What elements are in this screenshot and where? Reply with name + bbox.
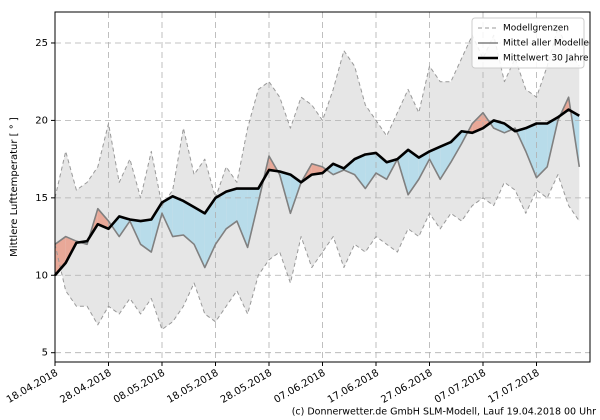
- model-lower-line: [54, 174, 580, 330]
- x-tick-label: 08.05.2018: [112, 368, 167, 406]
- legend-box: [471, 17, 585, 69]
- plot-frame: [54, 11, 591, 363]
- x-tick-label: 18.05.2018: [165, 368, 220, 406]
- y-tick-label: 15: [35, 193, 48, 204]
- x-tick-label: 27.06.2018: [379, 368, 434, 406]
- x-tick-label: 28.04.2018: [58, 368, 113, 406]
- y-axis-label: Mittlere Lufttemperatur [ ° ]: [9, 117, 20, 257]
- y-tick-label: 20: [35, 115, 48, 126]
- y-tick-label: 5: [42, 348, 48, 359]
- climate-mean-line: [54, 108, 580, 277]
- credit: (c) Donnerwetter.de GmbH SLM-Modell, Lau…: [292, 407, 596, 418]
- anomaly-fill: [247, 188, 259, 248]
- x-tick-label: 07.07.2018: [433, 368, 488, 406]
- anomaly-fill: [236, 188, 248, 248]
- y-tick-label: 25: [35, 38, 48, 49]
- anomaly-fill: [429, 146, 441, 180]
- x-tick-label: 07.06.2018: [272, 368, 327, 406]
- x-tick-label: 17.07.2018: [486, 368, 541, 406]
- anomaly-fill: [440, 142, 451, 180]
- legend-label: Modellgrenzen: [503, 24, 569, 34]
- anomaly-fill: [472, 112, 483, 133]
- anomaly-fill: [376, 152, 387, 180]
- y-tick-label: 10: [35, 270, 48, 281]
- anomaly-fill: [194, 207, 205, 268]
- anomaly-fill: [172, 196, 184, 237]
- anomaly-fill: [162, 196, 173, 237]
- anomaly-fill: [418, 151, 430, 180]
- model-range-band: [55, 27, 580, 330]
- x-tick-label: 17.06.2018: [326, 368, 381, 406]
- x-tick-label: 18.04.2018: [5, 368, 60, 406]
- x-tick-label: 28.05.2018: [219, 368, 274, 406]
- anomaly-fill: [354, 154, 366, 189]
- anomaly-fill: [97, 208, 109, 229]
- anomaly-fill: [536, 123, 548, 178]
- model-mean-line: [54, 96, 581, 269]
- anomaly-fill: [525, 123, 537, 178]
- anomaly-fill: [140, 219, 152, 253]
- anomaly-fill: [226, 188, 237, 229]
- anomaly-fill: [408, 149, 419, 195]
- legend-label: Mittelwert 30 Jahre: [503, 54, 589, 64]
- anomaly-fill: [111, 216, 120, 237]
- anomaly-fill: [450, 131, 462, 163]
- anomaly-fill: [183, 200, 195, 245]
- anomaly-fill: [333, 163, 344, 175]
- anomaly-fill: [365, 152, 376, 189]
- legend-label: Mittel aller Modelle: [503, 39, 589, 49]
- model-upper-line: [54, 26, 580, 207]
- anomaly-fill: [215, 191, 227, 245]
